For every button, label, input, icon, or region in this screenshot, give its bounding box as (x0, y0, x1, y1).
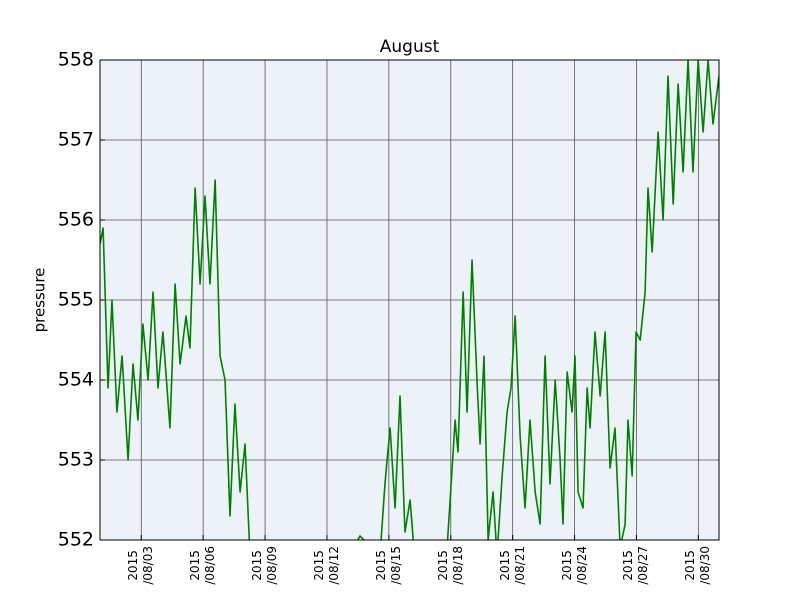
x-tick-label: 2015 /08/30 (683, 546, 713, 585)
y-tick-label: 558 (58, 49, 94, 71)
axes-frame (99, 59, 720, 541)
x-tick-label: 2015 /08/24 (559, 546, 589, 585)
y-tick-label: 555 (58, 289, 94, 311)
x-tick-label: 2015 /08/21 (497, 546, 527, 585)
y-axis-label: pressure (31, 268, 49, 333)
x-tick-label: 2015 /08/27 (621, 546, 651, 585)
x-tick-label: 2015 /08/12 (311, 546, 341, 585)
y-tick-label: 552 (58, 529, 94, 551)
x-tick-label: 2015 /08/06 (188, 546, 218, 585)
x-tick-label: 2015 /08/09 (250, 546, 280, 585)
x-tick-label: 2015 /08/03 (126, 546, 156, 585)
y-tick-label: 553 (58, 449, 94, 471)
y-tick-label: 556 (58, 209, 94, 231)
x-tick-label: 2015 /08/18 (435, 546, 465, 585)
x-tick-label: 2015 /08/15 (373, 546, 403, 585)
y-tick-label: 557 (58, 129, 94, 151)
y-tick-label: 554 (58, 369, 94, 391)
chart-title: August (380, 37, 440, 57)
data-line (100, 60, 719, 540)
lines (100, 60, 719, 540)
